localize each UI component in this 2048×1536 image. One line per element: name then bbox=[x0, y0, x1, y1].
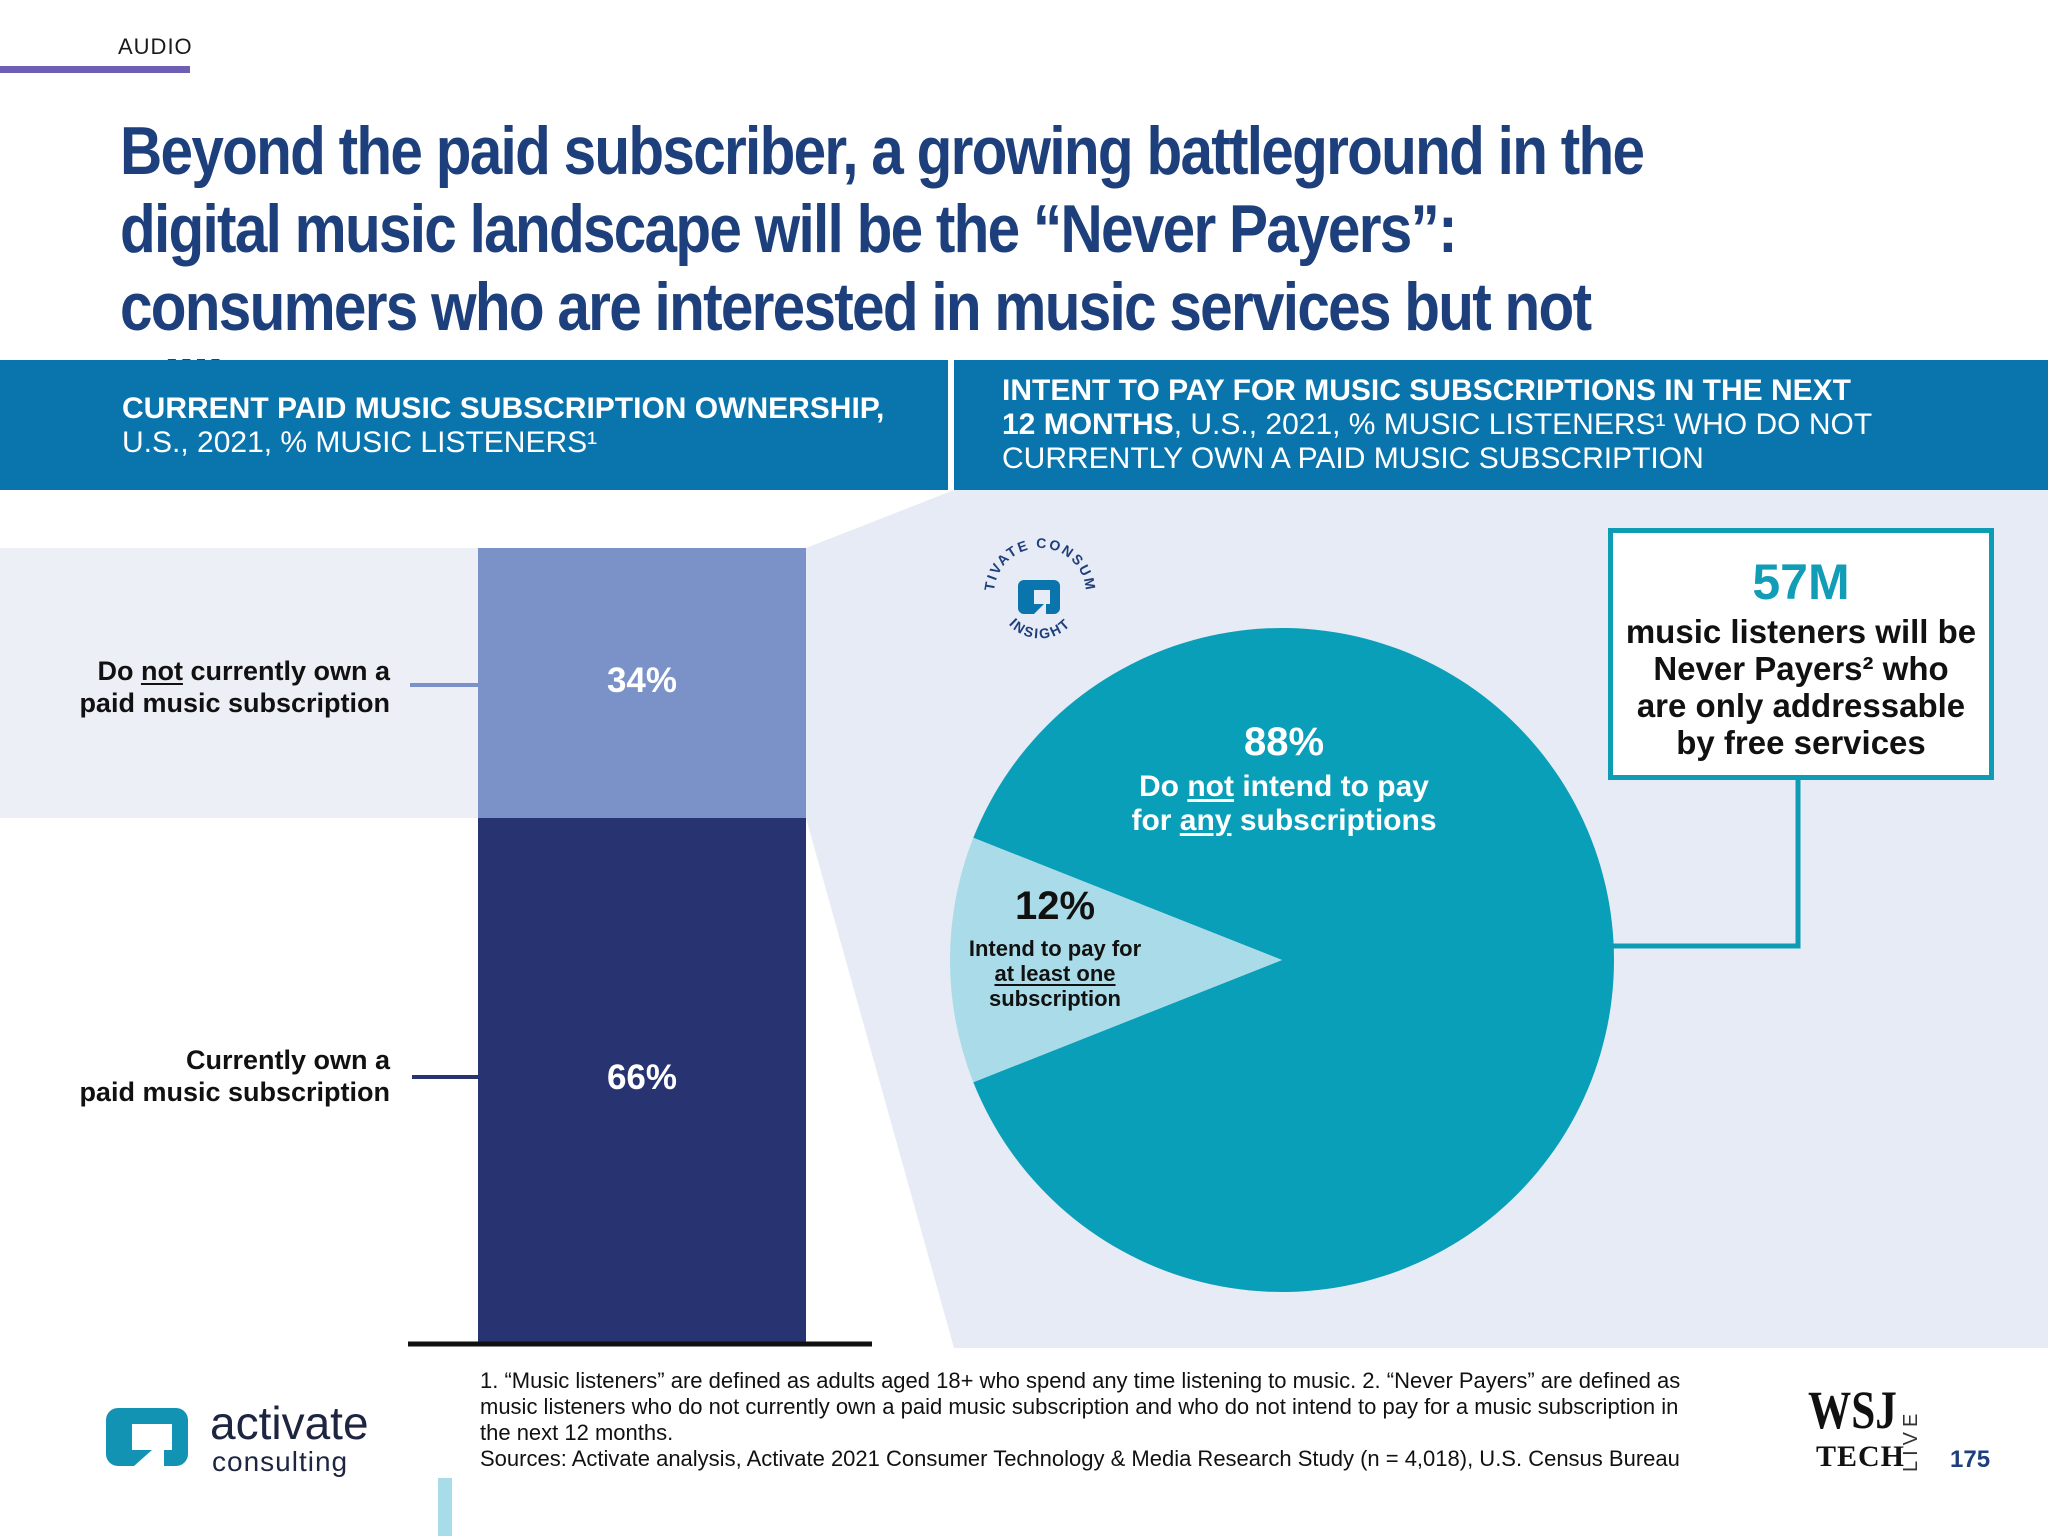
svg-text:INSIGHT: INSIGHT bbox=[1006, 615, 1073, 642]
left-panel-title: CURRENT PAID MUSIC SUBSCRIPTION OWNERSHI… bbox=[122, 392, 885, 425]
wsj-tech-label: TECH bbox=[1816, 1440, 1906, 1473]
activate-consulting-logo-icon bbox=[106, 1408, 188, 1466]
footnote: 1. “Music listeners” are defined as adul… bbox=[480, 1368, 1770, 1472]
never-payers-callout: 57M music listeners will be Never Payers… bbox=[1608, 528, 1994, 780]
activate-logo-icon bbox=[1018, 580, 1060, 614]
wsj-logo: WSJ bbox=[1808, 1380, 1897, 1440]
right-panel-header: INTENT TO PAY FOR MUSIC SUBSCRIPTIONS IN… bbox=[954, 360, 2048, 490]
bar-segment-not-own bbox=[478, 548, 806, 818]
section-rule bbox=[0, 66, 190, 73]
badge-text-bottom: INSIGHT bbox=[1006, 615, 1071, 642]
page-number: 175 bbox=[1950, 1446, 1991, 1473]
left-panel-header: CURRENT PAID MUSIC SUBSCRIPTION OWNERSHI… bbox=[0, 360, 948, 490]
right-panel-title-line1: INTENT TO PAY FOR MUSIC SUBSCRIPTIONS IN… bbox=[1002, 374, 1851, 407]
svg-text:LIVE: LIVE bbox=[1900, 1409, 1922, 1472]
pie-slice-intend bbox=[950, 837, 1282, 1083]
pie-value-intend: 12% bbox=[1014, 884, 1096, 928]
bar-segment-own bbox=[478, 817, 806, 1342]
callout-number: 57M bbox=[1752, 554, 1850, 610]
callout-text: music listeners will be Never Payers² wh… bbox=[1625, 613, 1977, 761]
logo-word: activate bbox=[210, 1397, 369, 1449]
bar-label-not-own: Do not currently own a paid music subscr… bbox=[79, 656, 390, 718]
band-divider bbox=[948, 360, 954, 490]
right-panel-title-line2: , U.S., 2021, % MUSIC LISTENERS¹ WHO DO … bbox=[1173, 408, 1873, 441]
pie-slice-not-intend bbox=[973, 628, 1614, 1292]
section-tag: AUDIO bbox=[118, 34, 193, 59]
bar-value-own: 66% bbox=[606, 1057, 678, 1097]
left-highlight-band bbox=[0, 548, 480, 818]
bar-value-not-own: 34% bbox=[606, 660, 678, 700]
callout-connector bbox=[1610, 770, 1801, 949]
bar-label-own: Currently own a paid music subscription bbox=[79, 1045, 390, 1107]
left-panel-subtitle: U.S., 2021, % MUSIC LISTENERS¹ bbox=[122, 426, 598, 459]
pie-label-not-intend: 88% Do not intend to pay for any subscri… bbox=[1100, 718, 1468, 838]
pie-label-intend: 12% Intend to pay for at least one subsc… bbox=[952, 882, 1158, 1011]
logo-subword: consulting bbox=[212, 1446, 349, 1477]
accent-strip bbox=[438, 1478, 452, 1536]
sources-note: Sources: Activate analysis, Activate 202… bbox=[480, 1446, 1680, 1471]
wsj-live-label: LIVE bbox=[1900, 1409, 1922, 1472]
pie-value-not-intend: 88% bbox=[1243, 720, 1325, 764]
right-panel-title-bold: 12 MONTHS bbox=[1002, 408, 1174, 441]
right-panel-title-line3: CURRENTLY OWN A PAID MUSIC SUBSCRIPTION bbox=[1002, 442, 1704, 475]
zoom-connector bbox=[806, 490, 954, 1348]
